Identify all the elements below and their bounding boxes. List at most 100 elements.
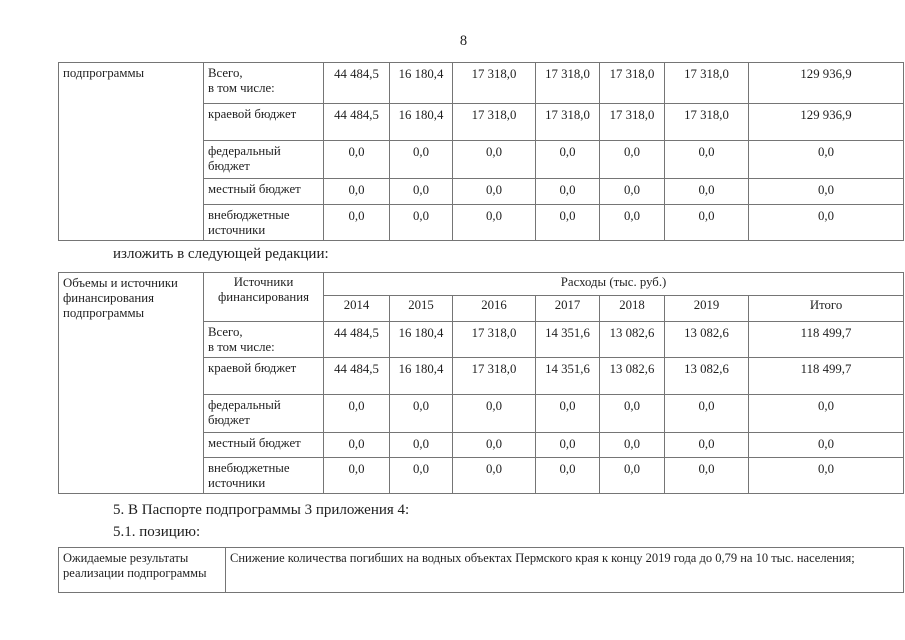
value-cell: 0,0	[452, 203, 536, 242]
value-cell: 0,0	[747, 432, 905, 459]
value-cell: 0,0	[748, 140, 904, 179]
value-cell: 13 082,6	[599, 320, 665, 359]
value-cell: 16 180,4	[389, 357, 453, 396]
value-cell: 0,0	[599, 457, 665, 495]
value-cell: 16 180,4	[389, 62, 453, 104]
value-cell: 16 180,4	[389, 320, 453, 359]
table1-row-label: местный бюджет	[203, 178, 324, 205]
table2-sources-header: Источники финансирования	[203, 272, 324, 322]
value-cell: 17 318,0	[452, 320, 536, 359]
value-cell: 17 318,0	[452, 357, 536, 396]
table2-spanning-label: Объемы и источники финансирования подпро…	[58, 271, 204, 495]
value-cell: 0,0	[535, 457, 600, 495]
year-header-cell: 2018	[599, 295, 665, 322]
value-cell: 17 318,0	[664, 62, 749, 104]
table2-row-label: местный бюджет	[203, 432, 324, 459]
table1-spanning-label: подпрограммы	[58, 61, 204, 242]
value-cell: 0,0	[535, 394, 600, 434]
value-cell: 0,0	[389, 457, 453, 495]
year-header-cell: 2014	[323, 295, 390, 322]
value-cell: 13 082,6	[599, 357, 665, 396]
budget-table-new-edition: Объемы и источники финансирования подпро…	[58, 271, 905, 495]
table2-expenses-header: Расходы (тыс. руб.)	[322, 272, 905, 296]
budget-table-old-edition: подпрограммы Всего, в том числе: 44 484,…	[58, 61, 904, 242]
table1-row-label: Всего, в том числе:	[203, 62, 324, 104]
year-header-cell: 2019	[664, 295, 749, 322]
value-cell: 13 082,6	[664, 320, 749, 359]
value-cell: 17 318,0	[535, 103, 600, 141]
value-cell: 16 180,4	[389, 103, 453, 141]
paragraph-amend: изложить в следующей редакции:	[113, 246, 329, 262]
value-cell: 0,0	[452, 394, 536, 434]
section-5-1-heading: 5.1. позицию:	[113, 524, 201, 540]
value-cell: 0,0	[599, 140, 665, 179]
table1-row-label: краевой бюджет	[203, 103, 324, 141]
value-cell: 0,0	[452, 140, 536, 179]
value-cell: 0,0	[389, 203, 453, 242]
value-cell: 0,0	[452, 178, 536, 205]
table2-row-label: краевой бюджет	[203, 357, 324, 396]
table3-value-cell: Снижение количества погибших на водных о…	[225, 547, 904, 593]
value-cell: 0,0	[535, 178, 600, 205]
value-cell: 13 082,6	[664, 357, 749, 396]
value-cell: 0,0	[389, 394, 453, 434]
table3-row-label: Ожидаемые результаты реализации подпрогр…	[58, 547, 226, 593]
value-cell: 14 351,6	[535, 320, 600, 359]
table2-row-label: внебюджетные источники	[203, 457, 324, 495]
year-header-cell: 2015	[389, 295, 453, 322]
table2-row-label: федеральный бюджет	[203, 394, 324, 434]
value-cell: 14 351,6	[535, 357, 600, 396]
value-cell: 0,0	[599, 203, 665, 242]
value-cell: 0,0	[599, 432, 665, 459]
value-cell: 0,0	[747, 457, 905, 495]
value-cell: 0,0	[323, 203, 390, 242]
value-cell: 0,0	[664, 394, 749, 434]
value-cell: 17 318,0	[535, 62, 600, 104]
value-cell: 0,0	[748, 178, 904, 205]
value-cell: 118 499,7	[747, 357, 905, 396]
value-cell: 0,0	[748, 203, 904, 242]
value-cell: 0,0	[747, 394, 905, 434]
table2-row-label: Всего, в том числе:	[203, 320, 324, 359]
page-number: 8	[459, 33, 468, 49]
value-cell: 0,0	[389, 432, 453, 459]
value-cell: 17 318,0	[452, 62, 536, 104]
year-header-cell: 2016	[452, 295, 536, 322]
value-cell: 44 484,5	[323, 320, 390, 359]
value-cell: 0,0	[664, 203, 749, 242]
value-cell: 17 318,0	[599, 103, 665, 141]
value-cell: 44 484,5	[323, 103, 390, 141]
value-cell: 0,0	[599, 178, 665, 205]
value-cell: 0,0	[452, 432, 536, 459]
value-cell: 17 318,0	[664, 103, 749, 141]
value-cell: 118 499,7	[747, 320, 905, 359]
section-5-heading: 5. В Паспорте подпрограммы 3 приложения …	[113, 502, 410, 518]
value-cell: 0,0	[323, 432, 390, 459]
table1-row-label: внебюджетные источники	[203, 203, 324, 242]
value-cell: 44 484,5	[323, 62, 390, 104]
value-cell: 129 936,9	[748, 62, 904, 104]
value-cell: 0,0	[323, 394, 390, 434]
table1-row-label: федеральный бюджет	[203, 140, 324, 179]
value-cell: 0,0	[664, 457, 749, 495]
value-cell: 44 484,5	[323, 357, 390, 396]
expected-results-table: Ожидаемые результаты реализации подпрогр…	[58, 547, 904, 593]
year-header-cell: Итого	[747, 295, 905, 322]
value-cell: 0,0	[599, 394, 665, 434]
value-cell: 0,0	[323, 457, 390, 495]
value-cell: 0,0	[323, 178, 390, 205]
value-cell: 0,0	[452, 457, 536, 495]
value-cell: 0,0	[389, 178, 453, 205]
value-cell: 0,0	[389, 140, 453, 179]
value-cell: 0,0	[323, 140, 390, 179]
value-cell: 0,0	[664, 178, 749, 205]
value-cell: 0,0	[535, 140, 600, 179]
value-cell: 17 318,0	[599, 62, 665, 104]
value-cell: 0,0	[535, 432, 600, 459]
value-cell: 129 936,9	[748, 103, 904, 141]
value-cell: 0,0	[664, 140, 749, 179]
value-cell: 0,0	[664, 432, 749, 459]
value-cell: 17 318,0	[452, 103, 536, 141]
value-cell: 0,0	[535, 203, 600, 242]
